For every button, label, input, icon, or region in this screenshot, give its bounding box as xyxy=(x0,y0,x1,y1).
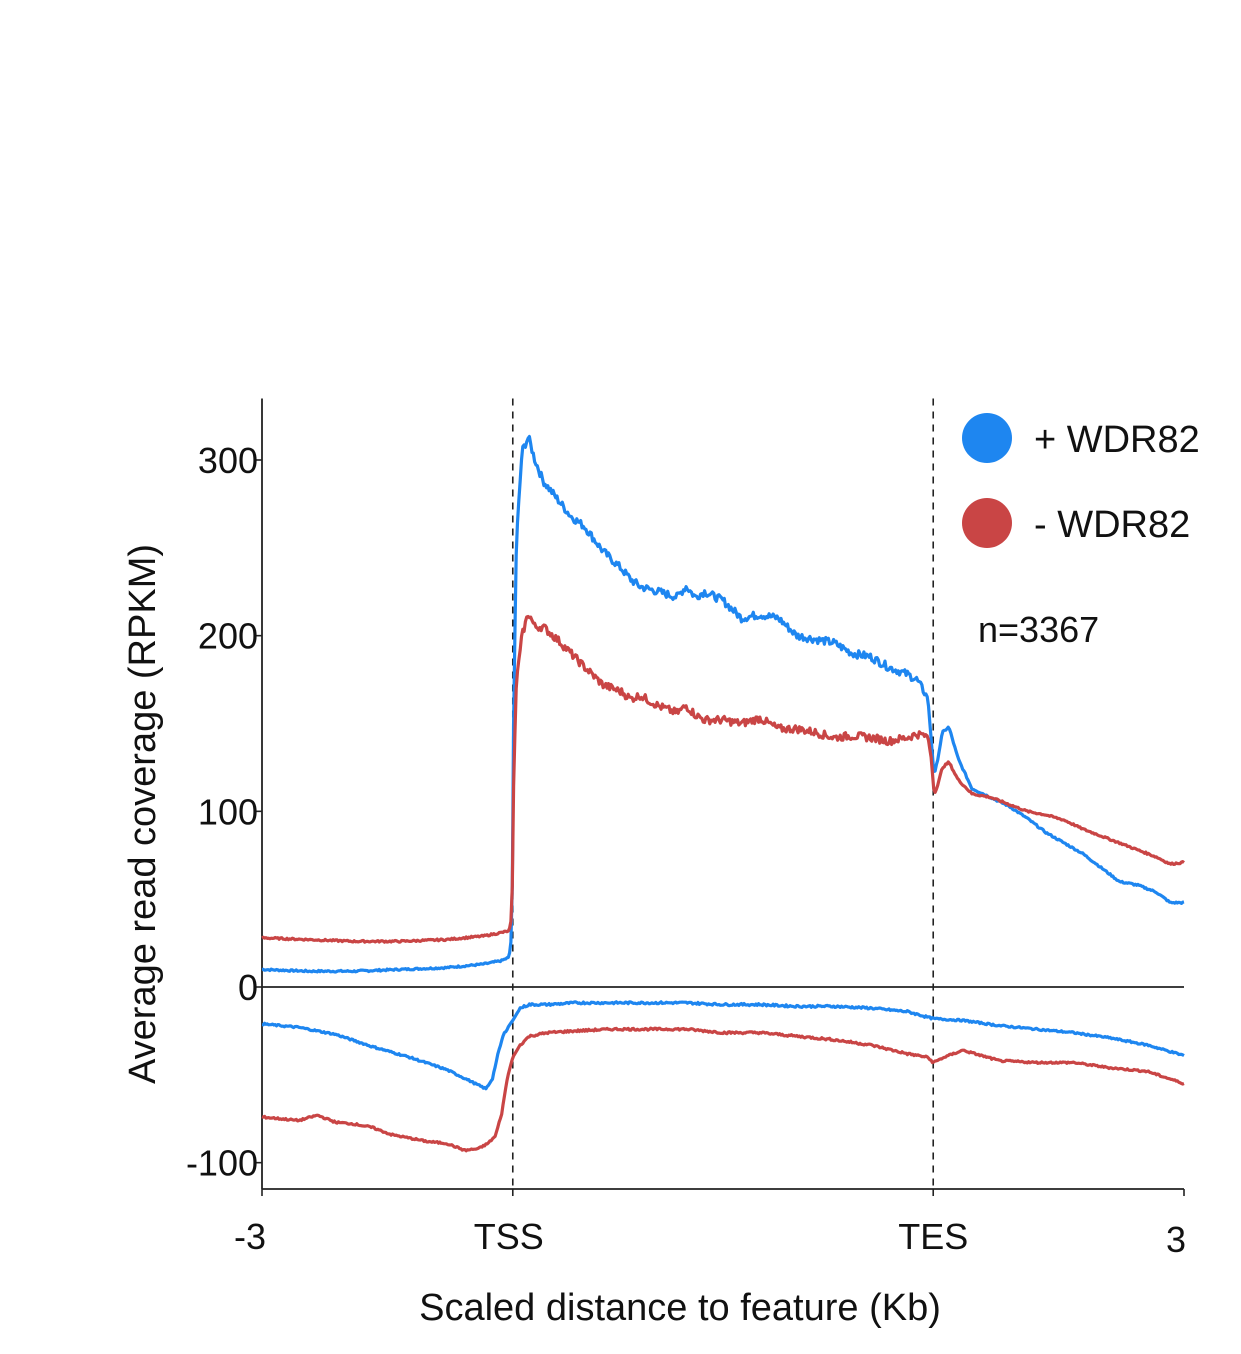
series-lines xyxy=(261,434,1185,1153)
plus-wdr82-forward-line xyxy=(261,434,1185,974)
plot-area: 300 200 100 0 -100 -3 TSS TES 3 xyxy=(186,398,1186,1260)
y-tick-label: 0 xyxy=(238,967,258,1008)
x-tick-label: 3 xyxy=(1166,1219,1186,1260)
x-tick-label: TES xyxy=(898,1216,968,1257)
legend-label-plus: + WDR82 xyxy=(1034,419,1200,461)
plus-wdr82-reverse-line xyxy=(261,1000,1185,1091)
feature-lines xyxy=(511,398,935,1190)
y-ticks: 300 200 100 0 -100 xyxy=(186,440,262,1184)
minus-wdr82-forward-line xyxy=(261,614,1185,944)
legend-marker-minus xyxy=(962,498,1012,548)
minus-wdr82-reverse-line xyxy=(261,1026,1185,1153)
y-tick-label: 100 xyxy=(198,791,258,832)
legend: + WDR82 - WDR82 xyxy=(962,413,1200,548)
x-tick-label: TSS xyxy=(474,1216,544,1257)
y-tick-label: -100 xyxy=(186,1143,258,1184)
x-axis-title: Scaled distance to feature (Kb) xyxy=(419,1287,941,1329)
y-tick-label: 300 xyxy=(198,440,258,481)
y-tick-label: 200 xyxy=(198,616,258,657)
x-tick-label: -3 xyxy=(234,1216,266,1257)
legend-label-minus: - WDR82 xyxy=(1034,504,1190,546)
y-axis-title: Average read coverage (RPKM) xyxy=(122,544,164,1084)
n-annotation: n=3367 xyxy=(978,609,1099,650)
legend-marker-plus xyxy=(962,413,1012,463)
x-ticks: -3 TSS TES 3 xyxy=(234,1189,1186,1260)
